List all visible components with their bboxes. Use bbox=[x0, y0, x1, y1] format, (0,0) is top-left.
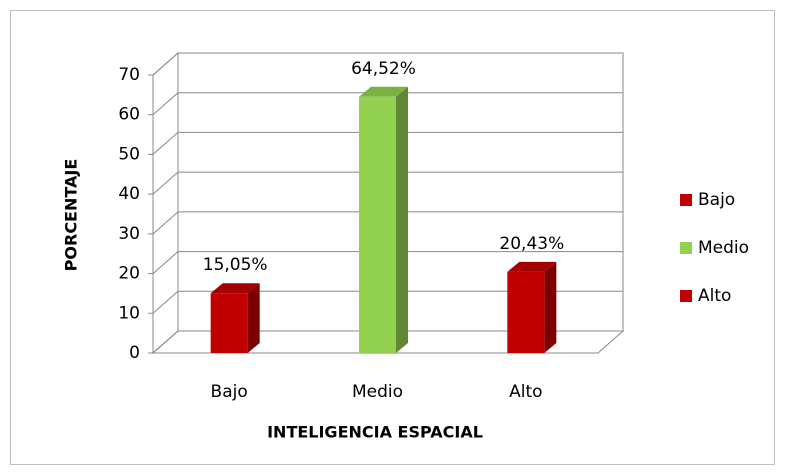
bar-side bbox=[247, 283, 260, 353]
x-tick-label: Medio bbox=[352, 382, 403, 402]
grid-line-side bbox=[152, 290, 179, 314]
grid-line-side bbox=[152, 52, 179, 76]
grid-line-side bbox=[152, 132, 179, 155]
legend-swatch bbox=[680, 194, 692, 206]
y-tick-label: 60 bbox=[118, 105, 140, 125]
y-tick-label: 40 bbox=[118, 184, 140, 204]
legend-label: Medio bbox=[698, 238, 749, 258]
x-tick-label: Bajo bbox=[211, 382, 248, 402]
side-wall bbox=[152, 51, 179, 355]
y-tick-label: 20 bbox=[118, 264, 140, 284]
y-tick-label: 10 bbox=[118, 303, 140, 323]
value-label: 15,05% bbox=[203, 255, 268, 275]
grid-line-side bbox=[152, 211, 179, 235]
x-axis-title: INTELIGENCIA ESPACIAL bbox=[267, 423, 483, 442]
x-tick-label: Alto bbox=[509, 382, 542, 402]
bar-side bbox=[544, 261, 557, 353]
grid-line-side bbox=[152, 251, 179, 274]
y-axis-title: PORCENTAJE bbox=[62, 159, 81, 272]
y-tick-label: 0 bbox=[129, 343, 140, 363]
grid-line-side bbox=[152, 92, 179, 116]
bar bbox=[359, 96, 396, 353]
y-tick-label: 50 bbox=[118, 144, 140, 164]
legend-swatch bbox=[680, 242, 692, 254]
bar-top bbox=[210, 283, 260, 294]
y-tick-label: 70 bbox=[118, 65, 140, 85]
grid-line-side bbox=[152, 171, 179, 195]
bar bbox=[507, 271, 545, 353]
legend-label: Alto bbox=[698, 286, 731, 306]
bar-side bbox=[396, 86, 408, 353]
bar-top bbox=[359, 86, 408, 97]
value-label: 64,52% bbox=[351, 59, 416, 79]
bar bbox=[210, 293, 248, 353]
grid-line-side bbox=[152, 330, 179, 354]
bar-top bbox=[507, 261, 557, 272]
value-label: 20,43% bbox=[499, 234, 564, 254]
legend-label: Bajo bbox=[698, 190, 735, 210]
legend-swatch bbox=[680, 290, 692, 302]
y-tick-label: 30 bbox=[118, 224, 140, 244]
